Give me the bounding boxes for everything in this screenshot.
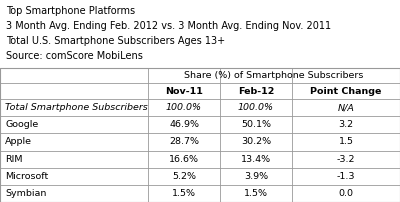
Text: Feb-12: Feb-12	[238, 86, 274, 96]
Text: Apple: Apple	[5, 137, 32, 146]
Text: N/A: N/A	[338, 103, 354, 112]
Text: Source: comScore MobiLens: Source: comScore MobiLens	[6, 51, 143, 61]
Text: 16.6%: 16.6%	[169, 155, 199, 164]
Text: 3.2: 3.2	[338, 120, 354, 129]
Text: 1.5: 1.5	[338, 137, 354, 146]
Text: Share (%) of Smartphone Subscribers: Share (%) of Smartphone Subscribers	[184, 71, 364, 80]
Text: Nov-11: Nov-11	[165, 86, 203, 96]
Text: 46.9%: 46.9%	[169, 120, 199, 129]
Text: 28.7%: 28.7%	[169, 137, 199, 146]
Text: 50.1%: 50.1%	[241, 120, 271, 129]
Text: 13.4%: 13.4%	[241, 155, 271, 164]
Text: Point Change: Point Change	[310, 86, 382, 96]
Text: RIM: RIM	[5, 155, 22, 164]
Text: Symbian: Symbian	[5, 189, 46, 198]
Text: 100.0%: 100.0%	[238, 103, 274, 112]
Text: 100.0%: 100.0%	[166, 103, 202, 112]
Text: Top Smartphone Platforms: Top Smartphone Platforms	[6, 6, 135, 16]
Bar	[0, 68, 400, 202]
Text: -1.3: -1.3	[337, 172, 355, 181]
Text: Total Smartphone Subscribers: Total Smartphone Subscribers	[5, 103, 148, 112]
Text: 1.5%: 1.5%	[172, 189, 196, 198]
Text: 30.2%: 30.2%	[241, 137, 271, 146]
Text: Google: Google	[5, 120, 38, 129]
Text: 3.9%: 3.9%	[244, 172, 268, 181]
Text: Microsoft: Microsoft	[5, 172, 48, 181]
Text: -3.2: -3.2	[337, 155, 355, 164]
Text: 0.0: 0.0	[338, 189, 354, 198]
Text: 5.2%: 5.2%	[172, 172, 196, 181]
Text: 3 Month Avg. Ending Feb. 2012 vs. 3 Month Avg. Ending Nov. 2011: 3 Month Avg. Ending Feb. 2012 vs. 3 Mont…	[6, 21, 331, 31]
Text: Total U.S. Smartphone Subscribers Ages 13+: Total U.S. Smartphone Subscribers Ages 1…	[6, 36, 225, 46]
Text: 1.5%: 1.5%	[244, 189, 268, 198]
